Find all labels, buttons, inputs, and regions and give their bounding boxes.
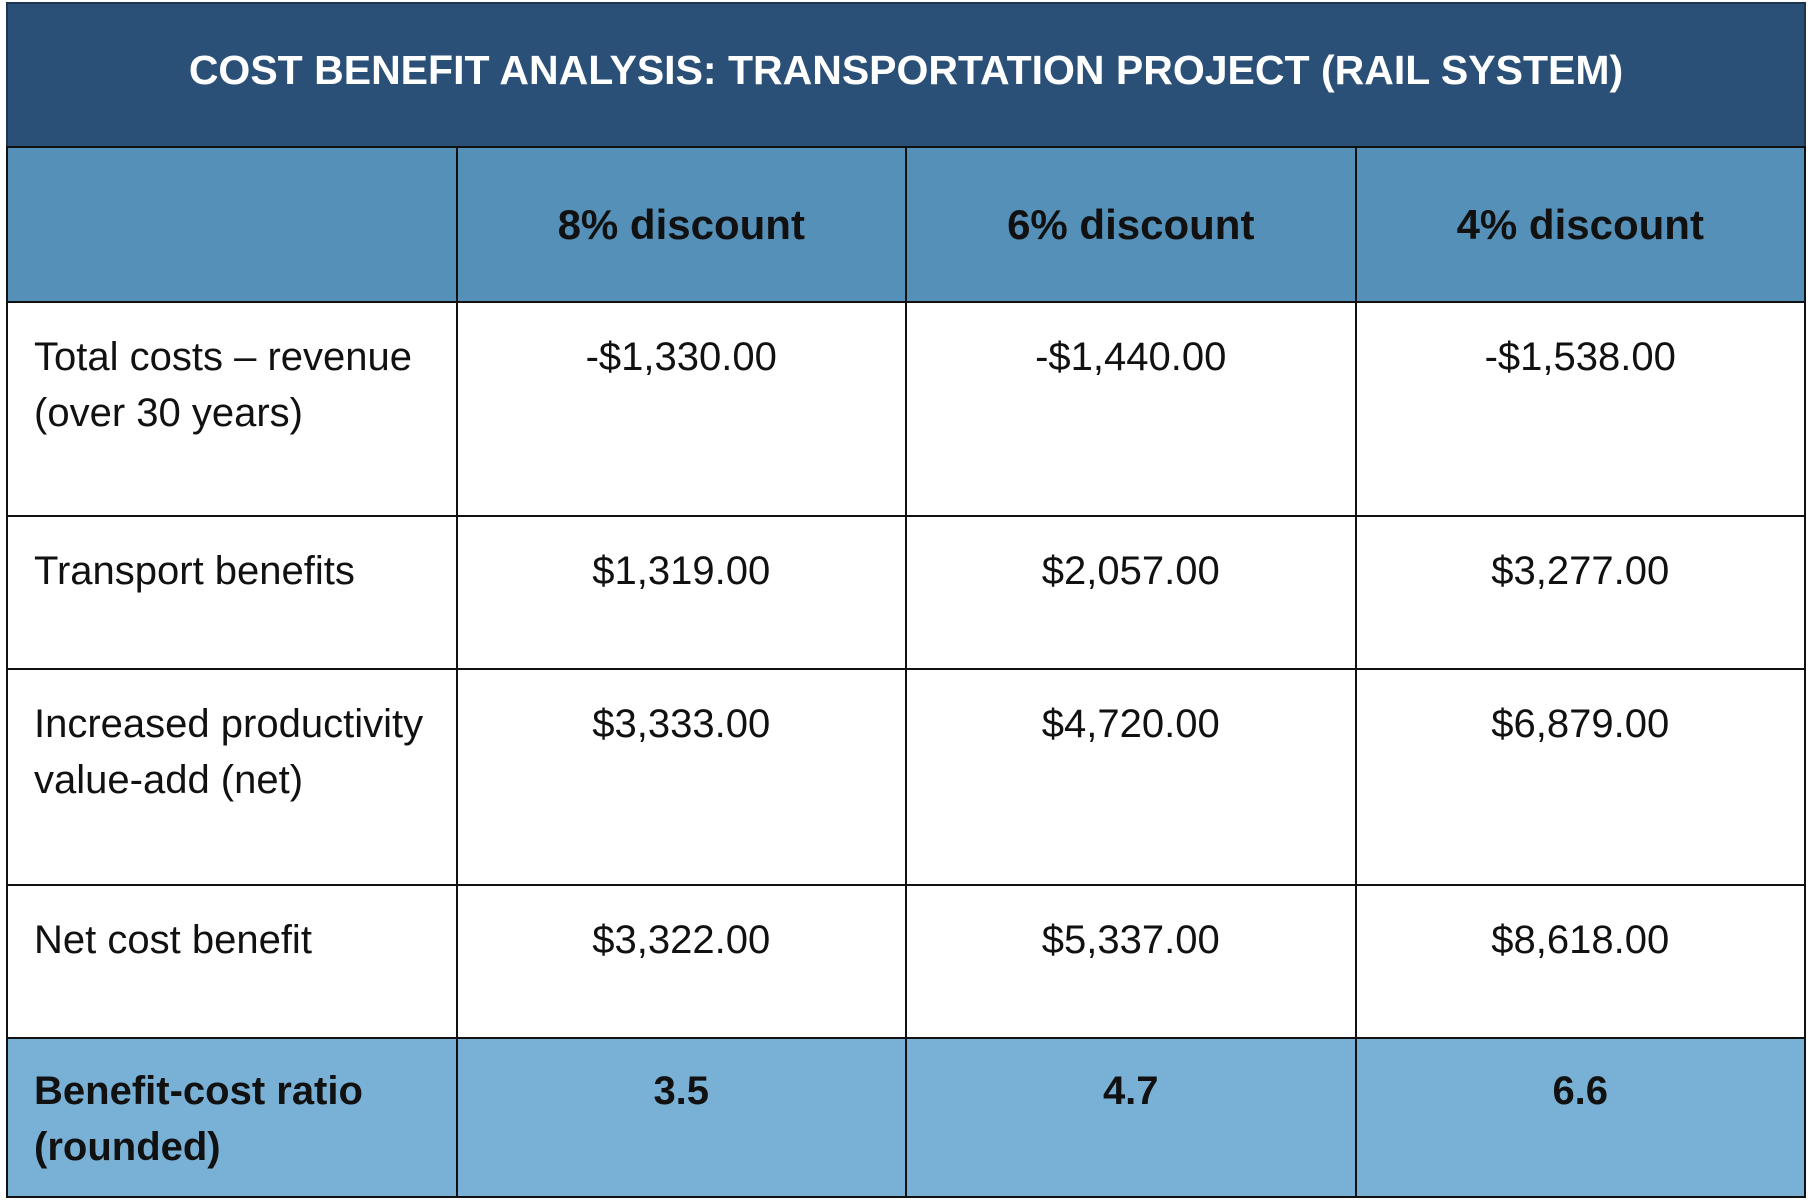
data-row: Transport benefits $1,319.00 $2,057.00 $3,2… [6,515,1806,670]
cell-value: $6,879.00 [1354,668,1806,886]
cell-value: 4.7 [905,1037,1357,1198]
cell-value: $2,057.00 [905,515,1357,670]
header-cell [6,146,458,303]
cell-value: 3.5 [455,1037,907,1198]
table-container: COST BENEFIT ANALYSIS: TRANSPORTATION PR… [6,2,1806,1198]
summary-row: Benefit-cost ratio (rounded) 3.5 4.7 6.6 [6,1037,1806,1198]
cell-value: $4,720.00 [905,668,1357,886]
cell-value: 6.6 [1354,1037,1806,1198]
data-row: Increased productivity value-add (net) $3… [6,668,1806,886]
cell-value: $3,277.00 [1354,515,1806,670]
cell-value: $3,322.00 [455,884,907,1039]
cell-value: -$1,538.00 [1354,301,1806,517]
row-label: Total costs – revenue (over 30 years) [6,301,458,517]
data-row: Net cost benefit $3,322.00 $5,337.00 $8,618… [6,884,1806,1039]
table-title: COST BENEFIT ANALYSIS: TRANSPORTATION PR… [6,2,1806,146]
cell-value: -$1,440.00 [905,301,1357,517]
cell-value: $1,319.00 [455,515,907,670]
cell-value: -$1,330.00 [455,301,907,517]
cell-value: $3,333.00 [455,668,907,886]
column-header: 4% discount [1354,146,1806,303]
header-row: 8% discount 6% discount 4% discount [6,146,1806,303]
data-table: 8% discount 6% discount 4% discount Total c… [6,146,1806,1198]
row-label: Net cost benefit [6,884,458,1039]
cell-value: $5,337.00 [905,884,1357,1039]
row-label: Transport benefits [6,515,458,670]
column-header: 6% discount [905,146,1357,303]
column-header: 8% discount [455,146,907,303]
row-label: Benefit-cost ratio (rounded) [6,1037,458,1198]
data-row: Total costs – revenue (over 30 years) -$1… [6,301,1806,517]
cell-value: $8,618.00 [1354,884,1806,1039]
row-label: Increased productivity value-add (net) [6,668,458,886]
